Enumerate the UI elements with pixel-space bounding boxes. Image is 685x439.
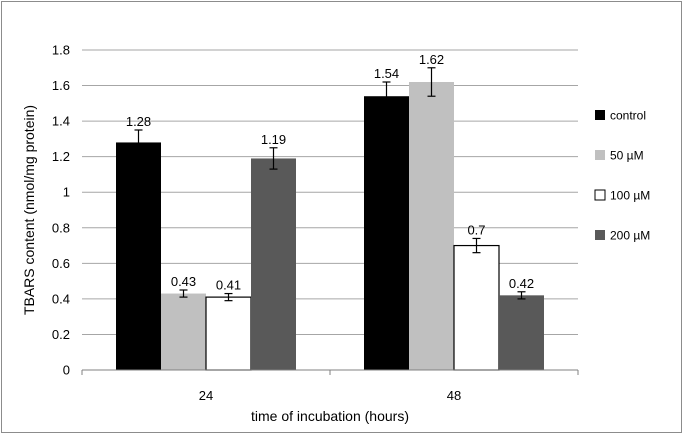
axes: 0 0.2 0.4 0.6 0.8 1 1.2 1.4 1.6 1.8 24 48 [52,43,579,403]
y-tick-label: 1 [63,185,70,200]
bar-control-48 [364,96,409,370]
data-label: 1.62 [419,52,444,67]
y-tick-label: 0.6 [52,256,70,271]
y-tick-label: 0.2 [52,327,70,342]
data-label: 1.54 [374,66,399,81]
bar-100-um-48 [453,244,500,371]
legend-swatch [594,189,606,201]
bar-200-um-48 [499,295,544,370]
x-tick-label: 48 [447,388,461,403]
y-tick-label: 1.8 [52,43,70,58]
legend-swatch [595,150,605,160]
y-tick-label: 0 [63,363,70,378]
bar-50-um-48 [409,82,454,370]
legend-swatch [595,230,605,240]
y-tick-label: 0.4 [52,291,70,306]
data-label: 0.43 [171,274,196,289]
chart-frame: 1.28 0.43 0.41 1.19 1.54 1.62 0.7 0.42 0 0.2 0.4 0… [1,1,682,433]
bar-chart: 1.280.43 0.411.191.541.620.70.42 00.20.40… [21,43,650,425]
data-label: 1.28 [126,114,151,129]
legend-label: 100 µM [610,189,650,203]
bar-control-24 [116,142,161,370]
legend-label: 200 µM [610,229,650,243]
legend-label: 50 µM [610,149,644,163]
legend-swatch [595,110,605,120]
data-label: 1.19 [261,132,286,147]
bar-50-um-24 [161,293,206,370]
y-axis-title: TBARS content (nmol/mg protein) [21,105,37,315]
bars [116,82,544,371]
y-tick-label: 1.2 [52,149,70,164]
data-label: 0.42 [509,276,534,291]
x-tick-label: 24 [199,388,213,403]
legend: control 50 µM 100 µM 200 µM [594,109,650,243]
x-axis-title: time of incubation (hours) [251,408,409,424]
legend-label: control [610,109,646,123]
y-tick-label: 1.4 [52,114,70,129]
bar-200-um-24 [251,158,296,370]
data-labels: 1.28 0.43 0.41 1.19 1.54 1.62 0.7 0.42 [126,52,534,302]
data-label: 0.41 [216,278,241,293]
y-tick-label: 1.6 [52,78,70,93]
bar-100-um-24 [205,296,252,371]
y-tick-label: 0.8 [52,220,70,235]
data-label: 0.7 [467,222,485,237]
